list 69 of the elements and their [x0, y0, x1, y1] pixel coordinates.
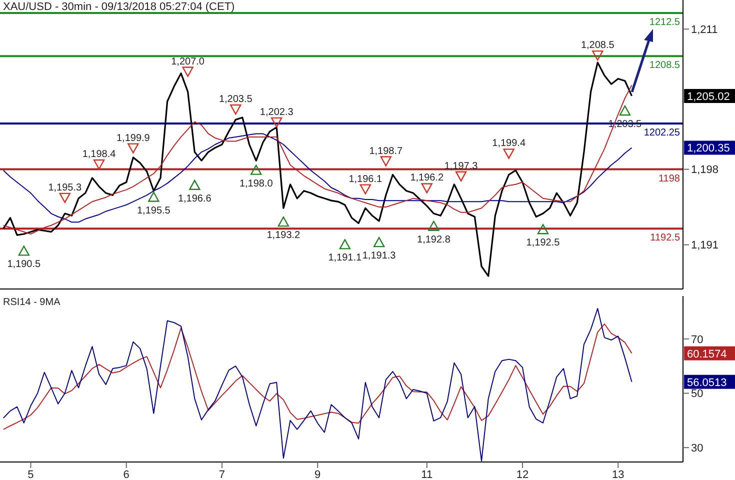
point	[182, 66, 194, 77]
y-tick-label: 1,211	[691, 24, 718, 36]
data-label: 1,199.4	[492, 138, 526, 150]
point	[271, 117, 282, 128]
y-tick-label: 50	[691, 388, 704, 400]
point	[619, 105, 631, 116]
ref-line-label: 1198	[658, 173, 680, 184]
data-label: 1,196.6	[178, 193, 212, 204]
ref-line-label: 1212.5	[649, 16, 680, 28]
data-label: 1,207.0	[171, 56, 205, 68]
data-label: 1,191.3	[362, 250, 396, 262]
data-label: 1,198.4	[82, 148, 116, 160]
point	[278, 216, 290, 227]
y-tick-label: 30	[691, 442, 704, 455]
data-label: 1,199.9	[116, 132, 150, 144]
data-label: 1,192.8	[417, 234, 451, 246]
x-tick-label: 11	[421, 468, 433, 480]
data-label: 1,193.2	[266, 230, 301, 242]
x-tick-label: 9	[314, 468, 321, 480]
point	[230, 104, 242, 115]
x-tick-label: 12	[516, 468, 529, 480]
point	[148, 192, 160, 202]
data-label: 1,198.0	[239, 178, 274, 190]
point	[250, 164, 262, 175]
x-tick-label: 13	[612, 468, 624, 480]
line-series	[2, 323, 632, 430]
chart-title: RSI14 - 9MA	[3, 297, 60, 308]
data-label: 1,191.1	[328, 252, 362, 264]
point	[428, 220, 440, 231]
data-label: 1,195.5	[136, 205, 171, 216]
y-tick-label: 1,198	[691, 164, 719, 176]
point	[93, 159, 105, 170]
line-series	[2, 133, 632, 223]
point	[455, 171, 467, 182]
point	[18, 246, 30, 256]
point	[592, 50, 604, 61]
point	[373, 236, 385, 248]
x-tick-label: 5	[28, 468, 34, 480]
x-tick-label: 7	[218, 468, 226, 480]
point	[189, 180, 200, 190]
point	[503, 148, 514, 159]
data-label: 1,196.1	[348, 174, 383, 185]
data-label: 1,196.2	[410, 172, 444, 184]
text: 1,205.02	[687, 90, 730, 103]
data-label: 1,190.5	[7, 259, 42, 270]
y-tick-label: 1,191	[691, 240, 719, 252]
point	[537, 224, 549, 234]
point	[339, 239, 351, 250]
data-label: 1,192.5	[526, 238, 560, 249]
point	[360, 184, 372, 194]
ref-line-label: 1208.5	[649, 60, 680, 72]
text: 60.1574	[687, 348, 727, 360]
text: 56.0513	[687, 376, 727, 389]
data-label: 1,195.3	[48, 182, 82, 194]
data-label: 1,202.3	[260, 106, 294, 118]
point	[59, 192, 70, 204]
y-tick-label: 70	[691, 334, 704, 346]
point	[128, 143, 139, 154]
point	[421, 183, 432, 194]
point	[380, 156, 392, 166]
ref-line-label: 1202.25	[644, 127, 680, 138]
x-tick-label: 6	[123, 468, 130, 480]
data-label: 1,203.5	[218, 94, 253, 105]
data-label: 1,198.7	[369, 146, 404, 157]
text: 1,200.35	[687, 142, 730, 155]
ref-line-label: 1192.5	[650, 232, 680, 244]
data-label: 1,208.5	[580, 40, 615, 52]
chart-title: XAU/USD - 30min - 09/13/2018 05:27:04 (CET)	[3, 1, 235, 13]
line-series	[2, 308, 632, 462]
